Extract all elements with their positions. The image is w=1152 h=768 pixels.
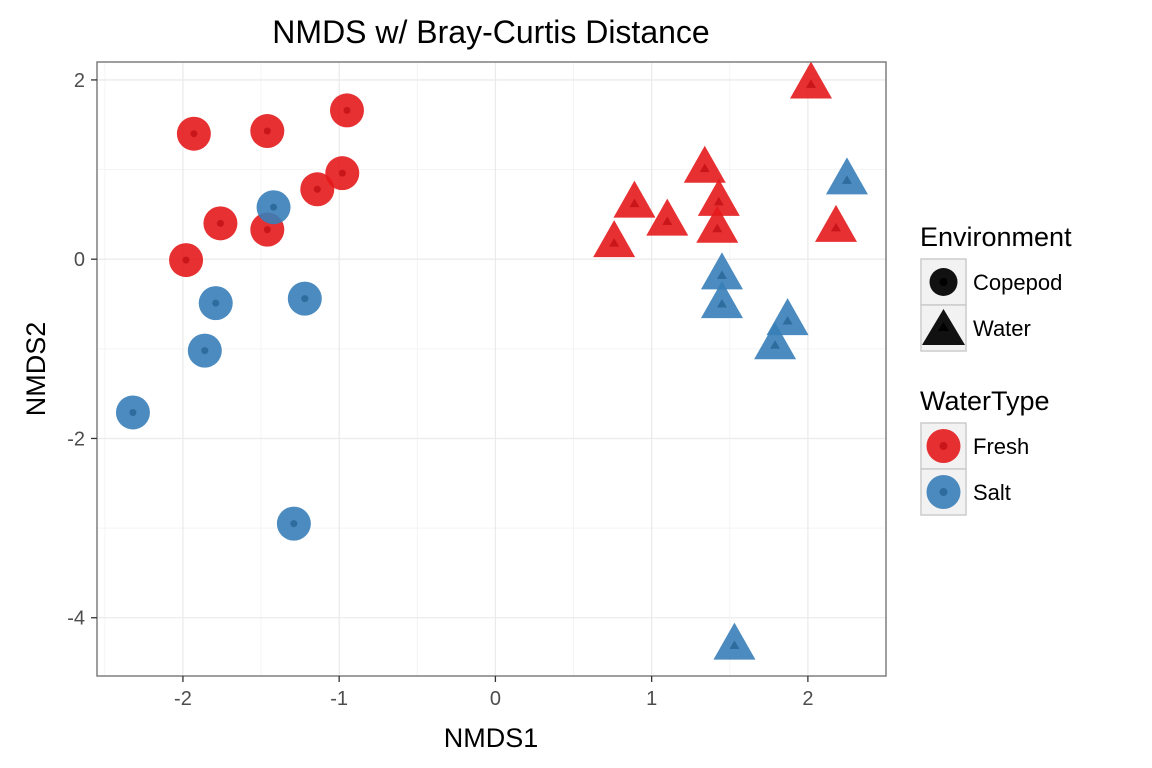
legend-fresh-dot (939, 442, 948, 450)
point-center-dot (290, 520, 298, 528)
data-point-water-fresh (697, 178, 740, 216)
plot-panel (96, 61, 887, 677)
data-point-copepod-fresh (325, 156, 360, 191)
point-center-dot (263, 226, 271, 234)
data-point-water-fresh (683, 145, 726, 183)
data-point-water-salt (700, 252, 743, 290)
data-point-copepod-salt (256, 190, 291, 225)
data-point-copepod-fresh (176, 116, 211, 151)
data-point-water-fresh (696, 205, 739, 243)
point-center-dot (190, 130, 198, 138)
y-axis-title: NMDS2 (21, 322, 51, 417)
point-center-dot (182, 256, 190, 264)
point-center-dot (313, 185, 321, 193)
point-center-dot (609, 238, 620, 247)
point-center-dot (338, 169, 346, 177)
x-tick-label: 0 (490, 688, 501, 710)
point-center-dot (716, 299, 727, 308)
point-center-dot (729, 640, 740, 650)
y-tick-label: 2 (74, 70, 85, 92)
legend-key-salt (920, 468, 967, 516)
y-tick-label: -4 (67, 608, 85, 630)
x-axis-title: NMDS1 (444, 723, 539, 753)
point-center-dot (343, 106, 351, 114)
data-point-copepod-salt (198, 286, 233, 321)
data-points (115, 61, 868, 660)
point-center-dot (806, 79, 817, 88)
data-point-water-salt (754, 322, 797, 360)
grid-lines (97, 62, 886, 676)
legend-key-fresh (920, 422, 967, 470)
point-center-dot (831, 222, 842, 232)
point-center-dot (201, 347, 209, 355)
point-center-dot (662, 216, 673, 226)
legend-salt-dot (939, 488, 948, 496)
data-point-copepod-fresh (300, 172, 335, 207)
point-center-dot (129, 408, 137, 416)
x-tick-label: 2 (802, 688, 813, 710)
data-point-copepod-salt (287, 281, 322, 316)
legend-label-salt: Salt (973, 480, 1011, 505)
point-center-dot (782, 316, 793, 325)
point-center-dot (712, 223, 723, 233)
panel-background (97, 62, 886, 676)
point-center-dot (270, 203, 278, 211)
x-tick-label: -2 (174, 688, 192, 710)
panel-border (96, 61, 887, 677)
point-center-dot (301, 295, 309, 303)
data-point-water-salt (700, 281, 743, 319)
data-point-water-salt (825, 157, 868, 195)
legend-label-copepod: Copepod (973, 270, 1062, 295)
data-point-water-fresh (613, 180, 656, 218)
data-point-water-fresh (593, 220, 636, 258)
point-center-dot (770, 340, 781, 349)
chart-title: NMDS w/ Bray-Curtis Distance (272, 14, 709, 50)
y-tick-label: 0 (74, 249, 85, 271)
point-center-dot (216, 219, 224, 227)
data-point-copepod-fresh (169, 243, 204, 278)
point-center-dot (699, 163, 710, 173)
legend-title-environment: Environment (920, 222, 1072, 252)
x-tick-label: -1 (330, 688, 348, 710)
legend-triangle-dot (938, 322, 949, 331)
legend: Environment Copepod Water WaterType Fres… (920, 222, 1072, 516)
point-center-dot (713, 196, 724, 206)
point-center-dot (841, 175, 852, 184)
data-point-copepod-salt (187, 333, 222, 368)
legend-label-fresh: Fresh (973, 434, 1029, 459)
legend-label-water: Water (973, 316, 1031, 341)
data-point-water-fresh (815, 204, 858, 242)
data-point-water-fresh (790, 61, 833, 99)
data-point-water-fresh (646, 198, 689, 236)
x-tick-label: 1 (646, 688, 657, 710)
y-tick-label: -2 (67, 428, 85, 450)
data-point-copepod-fresh (203, 206, 238, 241)
legend-circle-dot (939, 278, 948, 286)
data-point-copepod-fresh (329, 93, 364, 128)
legend-key-water (920, 304, 967, 352)
data-point-water-salt (713, 622, 756, 660)
point-center-dot (212, 299, 220, 307)
point-center-dot (716, 270, 727, 279)
x-axis: -2 -1 0 1 2 (174, 676, 813, 710)
y-axis: 2 0 -2 -4 (67, 70, 97, 630)
legend-key-copepod (920, 258, 967, 306)
data-point-copepod-fresh (250, 114, 285, 149)
point-center-dot (629, 198, 640, 208)
point-center-dot (263, 127, 271, 135)
legend-title-watertype: WaterType (920, 386, 1050, 416)
data-point-copepod-salt (115, 395, 150, 430)
data-point-copepod-salt (276, 506, 311, 541)
